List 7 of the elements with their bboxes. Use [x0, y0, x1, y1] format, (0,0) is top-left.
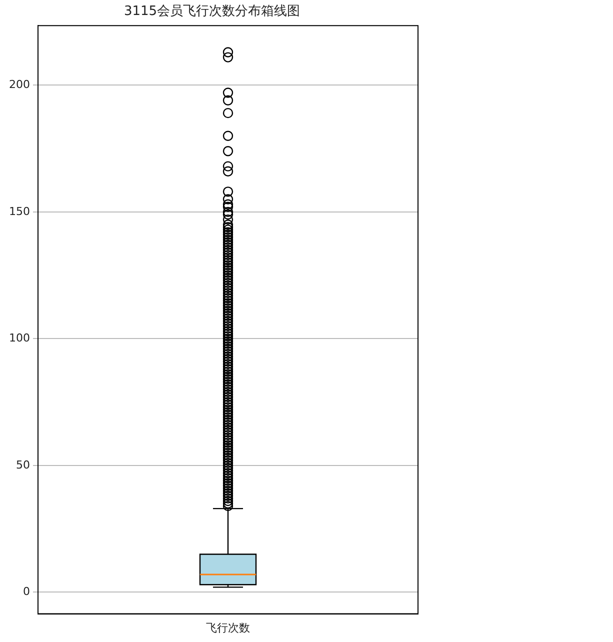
chart-title: 3115会员飞行次数分布箱线图 [124, 4, 300, 20]
x-tick-label: 飞行次数 [206, 621, 250, 634]
y-tick-label: 0 [22, 585, 30, 598]
y-tick-label: 150 [8, 204, 30, 218]
y-tick-label: 50 [16, 458, 30, 472]
y-tick-label: 200 [8, 78, 30, 92]
y-tick-label: 100 [8, 332, 30, 345]
